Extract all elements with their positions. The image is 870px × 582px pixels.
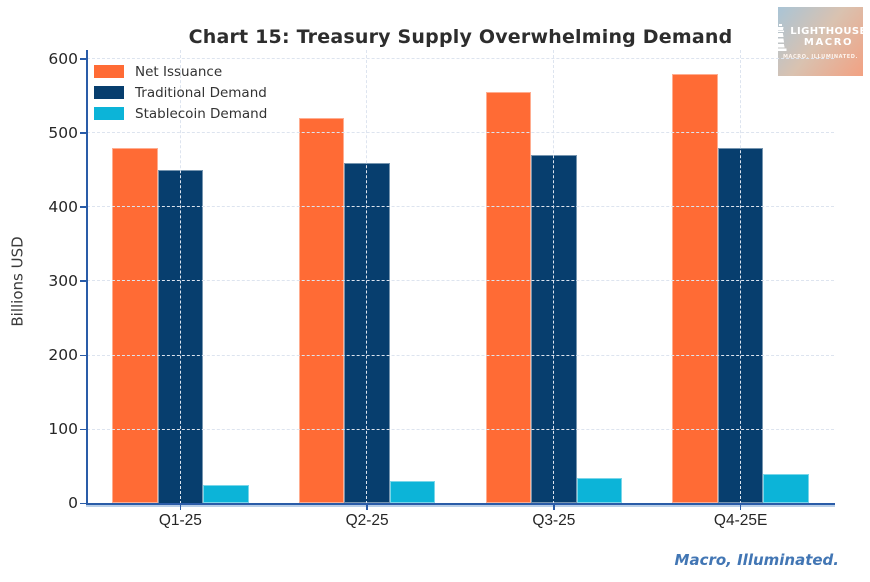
x-tick-label: Q4-25E	[713, 511, 768, 529]
y-tick-label: 100	[48, 419, 78, 438]
y-tick-mark	[80, 206, 87, 208]
bar-net-issuance-q2-25	[298, 118, 345, 504]
legend-swatch-net-issuance	[94, 65, 124, 78]
y-tick-mark	[80, 280, 87, 283]
bar-traditional-demand-q2-25	[344, 162, 390, 504]
chart-title: Chart 15: Treasury Supply Overwhelming D…	[188, 26, 733, 48]
bar-net-issuance-q4-25e	[672, 73, 718, 504]
legend-label: Net Issuance	[135, 63, 223, 80]
y-tick-label: 500	[48, 123, 78, 142]
bar-stablecoin-demand-q4-25e	[763, 473, 809, 504]
lighthouse-macro-logo: LIGHTHOUSE MACRO MACRO, ILLUMINATED.	[774, 7, 866, 76]
legend-item-traditional-demand: Traditional Demand	[94, 82, 267, 103]
y-tick-mark	[80, 354, 87, 357]
y-tick-mark	[80, 58, 87, 60]
x-tick-label: Q2-25	[345, 511, 389, 529]
y-tick-mark	[80, 428, 87, 431]
legend-swatch-stablecoin-demand	[94, 107, 124, 120]
legend-item-stablecoin-demand: Stablecoin Demand	[94, 103, 267, 124]
x-tick-mark	[739, 505, 742, 510]
y-tick-mark	[80, 502, 87, 505]
x-tick-label: Q3-25	[532, 511, 576, 529]
x-axis-line	[86, 502, 835, 505]
bar-net-issuance-q3-25	[485, 92, 532, 504]
legend-item-net-issuance: Net Issuance	[94, 61, 267, 82]
gridline-horizontal	[87, 132, 834, 134]
logo-title-line1: LIGHTHOUSE	[790, 26, 867, 37]
bar-traditional-demand-q4-25e	[717, 147, 764, 504]
y-tick-label: 300	[48, 271, 78, 290]
bar-stablecoin-demand-q1-25	[203, 484, 249, 504]
x-tick-mark	[366, 505, 368, 510]
logo-tagline: MACRO, ILLUMINATED.	[782, 53, 859, 60]
x-tick-mark	[553, 505, 555, 510]
y-tick-mark	[80, 132, 87, 134]
x-tick-label: Q1-25	[158, 511, 202, 529]
y-tick-label: 200	[48, 345, 78, 364]
x-tick-mark	[179, 505, 182, 510]
bar-traditional-demand-q1-25	[157, 170, 204, 504]
legend-swatch-traditional-demand	[94, 86, 124, 99]
legend-label: Stablecoin Demand	[135, 105, 268, 122]
logo-title-line2: MACRO	[803, 37, 854, 48]
bar-net-issuance-q1-25	[112, 147, 158, 504]
y-axis-line	[86, 50, 88, 505]
legend: Net Issuance Traditional Demand Stableco…	[94, 61, 267, 124]
y-tick-label: 400	[48, 197, 78, 216]
legend-label: Traditional Demand	[135, 84, 267, 101]
y-tick-label: 600	[48, 49, 78, 68]
y-axis-label: Billions USD	[8, 236, 27, 327]
bar-stablecoin-demand-q3-25	[576, 477, 623, 504]
lighthouse-icon	[774, 23, 787, 51]
footer-tagline: Macro, Illuminated.	[674, 551, 839, 569]
y-tick-label: 0	[68, 494, 78, 512]
gridline-horizontal	[87, 58, 834, 60]
bar-stablecoin-demand-q2-25	[389, 481, 436, 504]
bar-traditional-demand-q3-25	[531, 155, 577, 504]
